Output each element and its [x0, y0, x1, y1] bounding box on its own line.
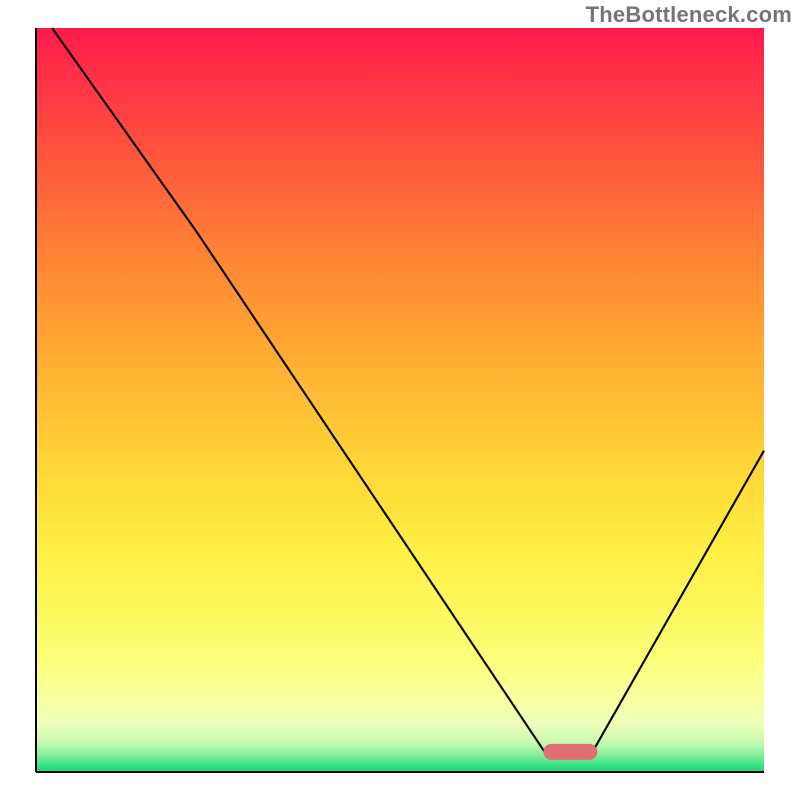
chart-svg — [0, 0, 800, 800]
watermark-text: TheBottleneck.com — [586, 2, 792, 28]
plot-gradient-background — [36, 28, 764, 772]
chart-container: TheBottleneck.com — [0, 0, 800, 800]
minimum-marker — [543, 744, 597, 760]
